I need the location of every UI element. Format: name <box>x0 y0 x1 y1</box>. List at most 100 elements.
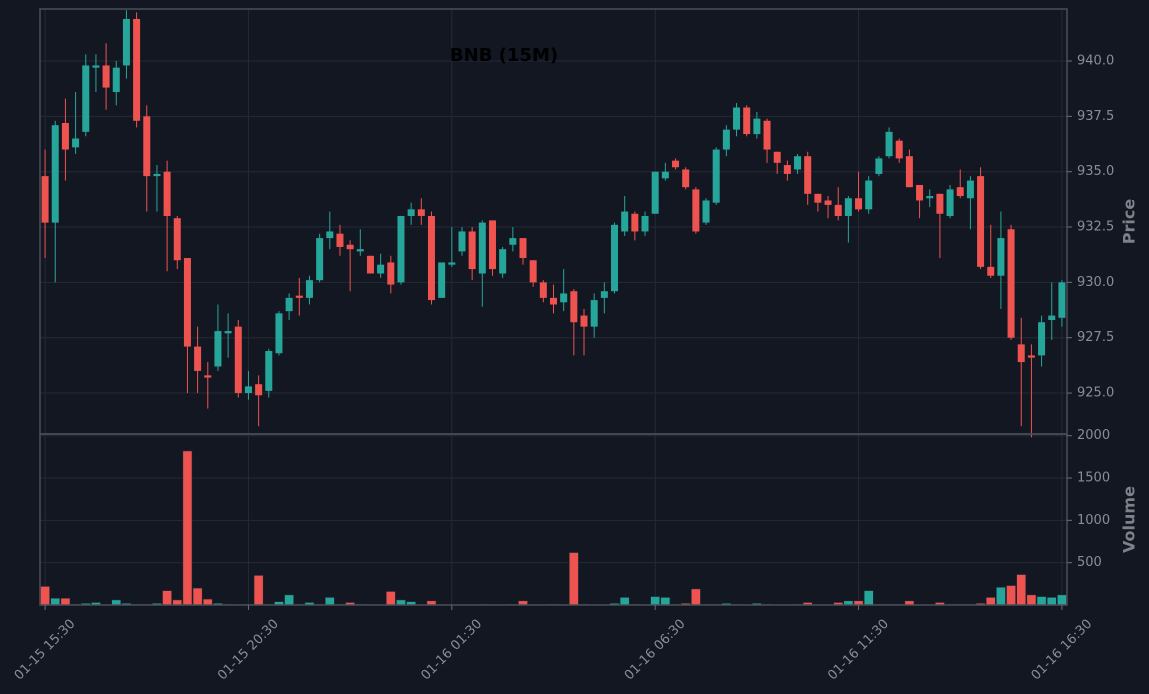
candle-body <box>51 125 59 223</box>
candle-body <box>865 180 873 210</box>
candle-body <box>895 140 903 159</box>
volume-bar <box>1057 594 1067 606</box>
volume-bar <box>985 597 996 606</box>
candle-body <box>214 331 222 367</box>
candle-body <box>346 244 354 250</box>
candle-body <box>1007 229 1015 338</box>
candle-body <box>438 262 446 298</box>
candle-body <box>702 200 710 223</box>
volume-bar <box>111 599 122 606</box>
volume-bar <box>1046 597 1057 606</box>
candle-body <box>722 129 730 150</box>
candle-body <box>183 258 191 347</box>
volume-bar <box>1016 574 1027 606</box>
volume-bar <box>619 597 630 606</box>
volume-bar <box>253 575 264 606</box>
candle-body <box>905 156 913 188</box>
y-tick-label: 930.0 <box>1077 275 1114 290</box>
candle-body <box>488 220 496 270</box>
volume-bar <box>690 588 701 606</box>
volume-frame <box>39 433 1068 606</box>
candle-body <box>458 231 466 252</box>
candle-body <box>1038 322 1046 356</box>
candle-body <box>773 151 781 163</box>
candle-body <box>956 187 964 197</box>
y-tick-label: 935.0 <box>1077 164 1114 179</box>
candle-body <box>966 180 974 199</box>
candle-body <box>1048 315 1056 321</box>
candle-body <box>794 156 802 170</box>
candle-body <box>387 262 395 285</box>
volume-bar <box>324 597 335 606</box>
candle-body <box>641 215 649 232</box>
candle-body <box>102 65 110 88</box>
candle-body <box>519 238 527 259</box>
candle-body <box>844 198 852 216</box>
volume-bar <box>568 552 579 606</box>
candle-body <box>478 222 486 274</box>
candle-body <box>621 211 629 232</box>
candle-body <box>1027 355 1035 358</box>
candle-body <box>743 107 751 135</box>
volume-bar <box>396 599 406 606</box>
candle-body <box>814 193 822 203</box>
volume-bar <box>996 586 1006 606</box>
candle-body <box>397 215 405 283</box>
y-axis-label: Price <box>1120 199 1139 245</box>
candle-body <box>427 215 435 301</box>
candle-body <box>326 231 334 239</box>
candle-body <box>550 297 557 305</box>
candle-body <box>977 176 985 267</box>
candle-body <box>82 65 90 132</box>
candle-body <box>834 204 842 216</box>
candle-body <box>783 165 791 174</box>
candle-body <box>133 18 141 121</box>
candle-body <box>234 326 242 394</box>
candle-body <box>997 238 1005 276</box>
y-axis-label: Volume <box>1120 486 1139 553</box>
candle-body <box>539 282 547 298</box>
volume-bar <box>863 590 874 606</box>
candle-body <box>356 249 364 252</box>
candle-body <box>763 120 771 150</box>
y-tick-label: 937.5 <box>1077 109 1114 124</box>
candle-body <box>804 156 812 194</box>
candle-body <box>417 209 425 216</box>
candle-body <box>224 331 232 334</box>
candle-body <box>936 193 944 214</box>
candle-body <box>855 198 863 210</box>
candle-body <box>194 346 202 371</box>
volume-bar <box>650 596 661 606</box>
candle-body <box>946 189 954 216</box>
candle-body <box>275 313 283 354</box>
candle-body <box>580 315 588 327</box>
candle-body <box>244 386 252 394</box>
candle-body <box>611 224 619 292</box>
candle-body <box>255 384 263 396</box>
candle-body <box>509 238 517 245</box>
candle-body <box>682 169 690 188</box>
candle-body <box>112 67 120 93</box>
y-tick-label: 932.5 <box>1077 220 1114 235</box>
candle-body <box>885 131 893 157</box>
candle-body <box>41 176 49 223</box>
volume-bar <box>50 597 61 606</box>
candle-body <box>672 160 680 168</box>
candle-body <box>336 233 344 247</box>
candle-body <box>570 291 578 323</box>
y-tick-label: 500 <box>1077 555 1102 570</box>
candle-body <box>692 189 700 232</box>
candle-body <box>204 375 212 378</box>
candle-body <box>173 218 181 261</box>
candle-body <box>366 255 374 274</box>
candle-body <box>661 171 669 179</box>
volume-bar <box>182 450 193 606</box>
candle-body <box>824 200 832 205</box>
volume-bar <box>40 586 50 606</box>
candle-body <box>295 295 303 298</box>
candle-body <box>163 171 171 216</box>
candle-body <box>529 260 537 283</box>
candle-body <box>875 158 883 174</box>
